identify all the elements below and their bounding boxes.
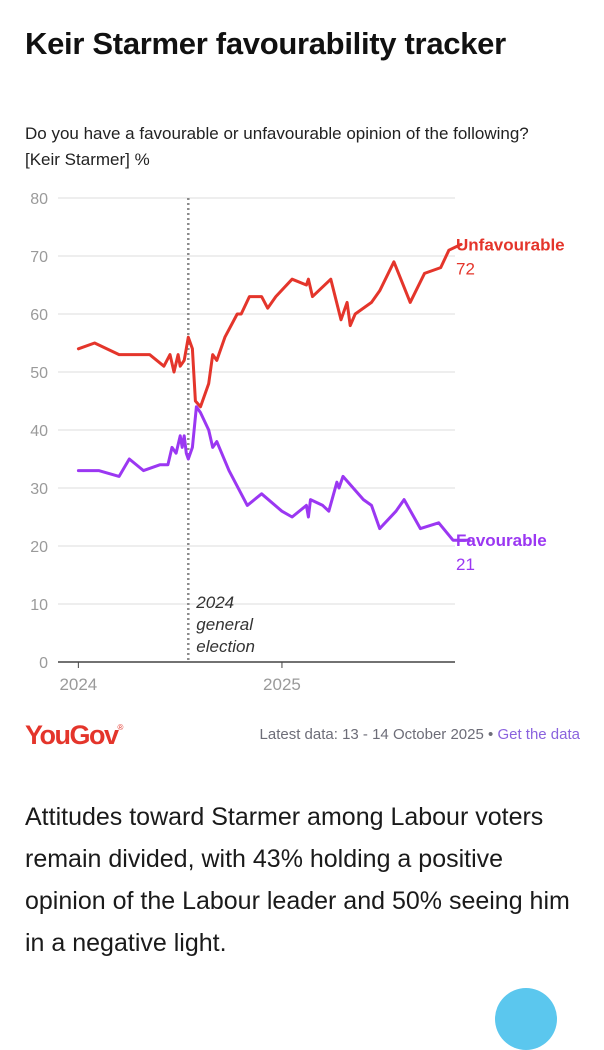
- y-tick-label: 20: [30, 539, 48, 556]
- x-tick-label: 2024: [59, 675, 97, 694]
- favourability-line-chart: 0 10 20 30 40 50 60 70 80 2024 2025 2024 general elec…: [30, 191, 565, 694]
- series-value-unfavourable: 72: [456, 259, 475, 278]
- series-line-favourable: [76, 405, 471, 542]
- page-title: Keir Starmer favourability tracker: [25, 26, 506, 61]
- y-tick-label: 40: [30, 423, 48, 440]
- latest-data-note: Latest data: 13 - 14 October 2025 • Get …: [260, 726, 580, 743]
- series-label-favourable: Favourable: [456, 531, 547, 550]
- series-label-unfavourable: Unfavourable: [456, 235, 565, 254]
- y-tick-label: 30: [30, 481, 48, 498]
- chart-subtitle: Do you have a favourable or unfavourable…: [25, 124, 529, 169]
- separator-dot: •: [483, 726, 498, 743]
- latest-data-text: Latest data: 13 - 14 October 2025: [259, 726, 484, 743]
- y-tick-label: 70: [30, 249, 48, 266]
- election-annotation-text: general: [196, 615, 254, 634]
- election-annotation-text: election: [196, 637, 255, 656]
- election-annotation-text: 2024: [195, 593, 234, 612]
- y-tick-label: 0: [39, 655, 48, 672]
- y-tick-label: 60: [30, 307, 48, 324]
- y-tick-label: 50: [30, 365, 48, 382]
- y-tick-label: 80: [30, 191, 48, 208]
- chart-footer: YouGov® Latest data: 13 - 14 October 202…: [25, 712, 580, 756]
- yougov-logo[interactable]: YouGov®: [25, 720, 124, 750]
- floating-action-button[interactable]: [495, 988, 557, 1050]
- series-value-favourable: 21: [456, 555, 475, 574]
- article-paragraph: Attitudes toward Starmer among Labour vo…: [25, 803, 570, 957]
- series-line-unfavourable: [76, 242, 463, 409]
- get-data-link[interactable]: Get the data: [497, 726, 580, 743]
- x-tick-label: 2025: [263, 675, 301, 694]
- y-tick-label: 10: [30, 597, 48, 614]
